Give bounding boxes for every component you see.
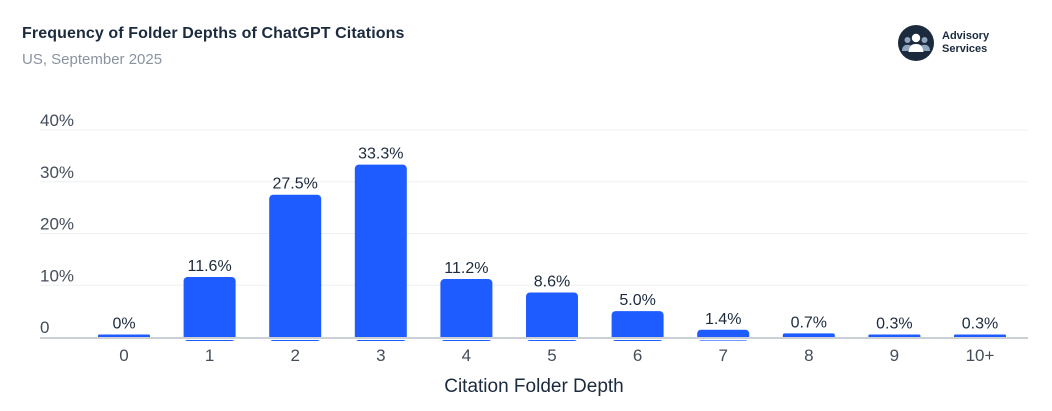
- bar: [269, 194, 322, 341]
- data-label: 8.6%: [534, 273, 570, 290]
- y-tick-label: 10%: [40, 266, 74, 285]
- data-label: 0%: [112, 316, 135, 333]
- x-tick-label: 9: [890, 346, 899, 365]
- people-group-icon: [898, 25, 934, 61]
- brand-badge: Advisory Services: [898, 25, 1012, 61]
- chart-subtitle: US, September 2025: [22, 51, 163, 68]
- y-tick-label: 20%: [40, 215, 74, 234]
- x-tick-label: 0: [119, 346, 128, 365]
- y-tick-label: 30%: [40, 163, 74, 182]
- data-label: 5.0%: [619, 292, 655, 309]
- chart-title: Frequency of Folder Depths of ChatGPT Ci…: [22, 25, 405, 42]
- brand-name: Advisory Services: [942, 30, 990, 55]
- x-tick-label: 1: [205, 346, 214, 365]
- data-label: 11.2%: [444, 260, 488, 277]
- x-tick-label: 2: [290, 346, 299, 365]
- bar: [611, 311, 664, 341]
- bar: [440, 279, 493, 341]
- x-tick-label: 7: [718, 346, 727, 365]
- data-label: 1.4%: [705, 311, 741, 328]
- data-label: 11.6%: [188, 258, 232, 275]
- x-tick-label: 3: [376, 346, 385, 365]
- x-tick-label: 10+: [966, 346, 995, 365]
- data-label: 0.3%: [876, 316, 912, 333]
- x-tick-label: 6: [633, 346, 642, 365]
- data-label: 27.5%: [273, 176, 318, 193]
- data-label: 0.7%: [791, 314, 827, 331]
- x-tick-label: 8: [804, 346, 813, 365]
- y-tick-label: 0: [40, 318, 49, 337]
- x-tick-label: 5: [547, 346, 556, 365]
- x-tick-label: 4: [462, 346, 471, 365]
- bar: [183, 276, 236, 341]
- data-label: 33.3%: [358, 146, 403, 163]
- data-label: 0.3%: [962, 316, 998, 333]
- bar: [354, 164, 407, 341]
- bar: [526, 292, 578, 341]
- x-axis-title: Citation Folder Depth: [444, 376, 624, 397]
- y-tick-label: 40%: [40, 111, 74, 130]
